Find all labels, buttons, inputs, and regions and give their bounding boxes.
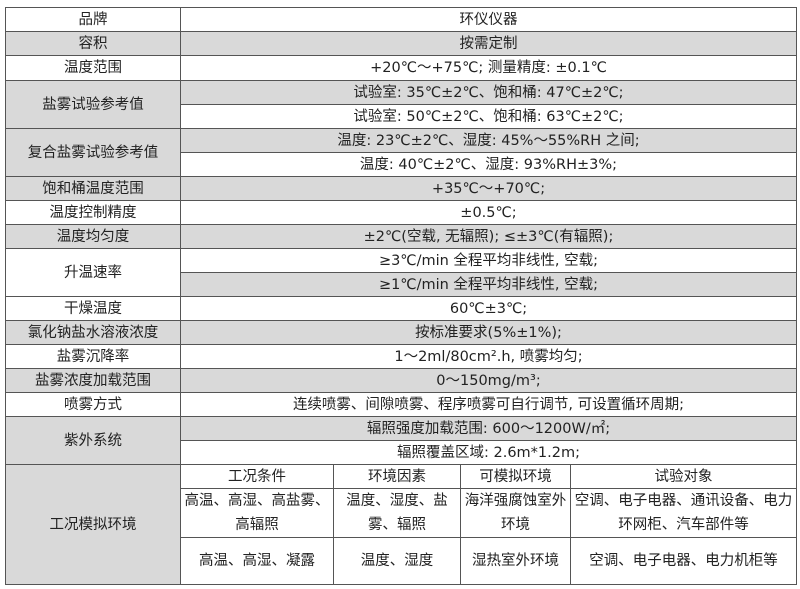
table-row: 干燥温度 60℃±3℃;: [5, 296, 797, 321]
label-volume: 容积: [5, 31, 181, 56]
value-volume: 按需定制: [180, 31, 797, 56]
label-spray-mode: 喷雾方式: [5, 392, 181, 417]
cell-test-objects: 空调、电子电器、电力机柜等: [570, 537, 797, 585]
value-temp-control: ±0.5℃;: [180, 200, 797, 225]
table-row: 工况模拟环境 工况条件 环境因素 可模拟环境 试验对象: [5, 464, 797, 585]
table-row: 氯化钠盐水溶液浓度 按标准要求(5%±1%);: [5, 320, 797, 345]
table-row: 紫外系统 辐照强度加载范围: 600～1200W/㎡;: [5, 416, 797, 465]
value-salt-spray-ref-1: 试验室: 35℃±2℃、饱和桶: 47℃±2℃;: [180, 80, 797, 105]
table-row: 容积 按需定制: [5, 31, 797, 56]
cell-test-objects: 空调、电子电器、通讯设备、电力环网柜、汽车部件等: [570, 488, 797, 538]
value-composite-ref-1: 温度: 23℃±2℃、湿度: 45%～55%RH 之间;: [180, 128, 797, 153]
table-row: 复合盐雾试验参考值 温度: 23℃±2℃、湿度: 45%～55%RH 之间;: [5, 128, 797, 177]
table-row: 温度控制精度 ±0.5℃;: [5, 200, 797, 225]
label-temp-range: 温度范围: [5, 55, 181, 81]
cell-factors: 温度、湿度、盐雾、辐照: [333, 488, 461, 538]
table-row: 升温速率 ≥3℃/min 全程平均非线性, 空载;: [5, 248, 797, 297]
table-row: 盐雾浓度加载范围 0～150mg/m³;: [5, 368, 797, 393]
value-saturation-range: +35℃～+70℃;: [180, 176, 797, 201]
value-temp-range: +20℃～+75℃; 测量精度: ±0.1℃: [180, 55, 797, 81]
label-saturation-range: 饱和桶温度范围: [5, 176, 181, 201]
value-uv-system-1: 辐照强度加载范围: 600～1200W/㎡;: [180, 416, 797, 441]
value-salt-spray-ref-2: 试验室: 50℃±2℃、饱和桶: 63℃±2℃;: [180, 104, 797, 129]
cell-factors: 温度、湿度: [333, 537, 461, 585]
label-composite-ref: 复合盐雾试验参考值: [5, 128, 181, 177]
header-environment: 可模拟环境: [460, 464, 571, 489]
value-spray-mode: 连续喷雾、间隙喷雾、程序喷雾可自行调节, 可设置循环周期;: [180, 392, 797, 417]
value-nacl-concentration: 按标准要求(5%±1%);: [180, 320, 797, 345]
value-composite-ref-2: 温度: 40℃±2℃、湿度: 93%RH±3%;: [180, 152, 797, 177]
table-row: 喷雾方式 连续喷雾、间隙喷雾、程序喷雾可自行调节, 可设置循环周期;: [5, 392, 797, 417]
label-concentration-range: 盐雾浓度加载范围: [5, 368, 181, 393]
label-uv-system: 紫外系统: [5, 416, 181, 465]
table-row: 高温、高湿、高盐雾、高辐照 温度、湿度、盐雾、辐照 海洋强腐蚀室外环境 空调、电…: [6, 488, 797, 538]
cell-condition: 高温、高湿、凝露: [180, 537, 334, 585]
value-drying-temp: 60℃±3℃;: [180, 296, 797, 321]
label-temp-control: 温度控制精度: [5, 200, 181, 225]
table-row: 温度范围 +20℃～+75℃; 测量精度: ±0.1℃: [5, 55, 797, 81]
label-temp-uniformity: 温度均匀度: [5, 224, 181, 249]
table-row: 盐雾试验参考值 试验室: 35℃±2℃、饱和桶: 47℃±2℃;: [5, 80, 797, 129]
table-row: 温度均匀度 ±2℃(空载, 无辐照); ≤±3℃(有辐照);: [5, 224, 797, 249]
label-drying-temp: 干燥温度: [5, 296, 181, 321]
value-brand: 环仪仪器: [180, 7, 797, 32]
label-settling-rate: 盐雾沉降率: [5, 344, 181, 369]
label-heating-rate: 升温速率: [5, 248, 181, 297]
label-salt-spray-ref: 盐雾试验参考值: [5, 80, 181, 129]
label-nacl-concentration: 氯化钠盐水溶液浓度: [5, 320, 181, 345]
header-condition: 工况条件: [180, 464, 334, 489]
label-conditions: 工况模拟环境: [5, 464, 181, 585]
value-settling-rate: 1～2ml/80cm².h, 喷雾均匀;: [180, 344, 797, 369]
spec-table: 品牌 环仪仪器 容积 按需定制 温度范围 +20℃～+75℃; 测量精度: ±0.1℃…: [5, 7, 797, 585]
value-temp-uniformity: ±2℃(空载, 无辐照); ≤±3℃(有辐照);: [180, 224, 797, 249]
table-row: 品牌 环仪仪器: [5, 7, 797, 32]
table-row: 高温、高湿、凝露 温度、湿度 湿热室外环境 空调、电子电器、电力机柜等: [6, 537, 797, 585]
header-factors: 环境因素: [333, 464, 461, 489]
value-heating-rate-2: ≥1℃/min 全程平均非线性, 空载;: [180, 272, 797, 297]
table-row: 试验室: 50℃±2℃、饱和桶: 63℃±2℃;: [6, 104, 797, 129]
table-row: 辐照覆盖区域: 2.6m*1.2m;: [6, 440, 797, 465]
value-heating-rate-1: ≥3℃/min 全程平均非线性, 空载;: [180, 248, 797, 273]
table-row: 饱和桶温度范围 +35℃～+70℃;: [5, 176, 797, 201]
cell-environment: 湿热室外环境: [460, 537, 571, 585]
value-uv-system-2: 辐照覆盖区域: 2.6m*1.2m;: [180, 440, 797, 465]
cell-condition: 高温、高湿、高盐雾、高辐照: [180, 488, 334, 538]
cell-environment: 海洋强腐蚀室外环境: [460, 488, 571, 538]
value-concentration-range: 0～150mg/m³;: [180, 368, 797, 393]
label-brand: 品牌: [5, 7, 181, 32]
header-test-objects: 试验对象: [570, 464, 797, 489]
table-row: 盐雾沉降率 1～2ml/80cm².h, 喷雾均匀;: [5, 344, 797, 369]
